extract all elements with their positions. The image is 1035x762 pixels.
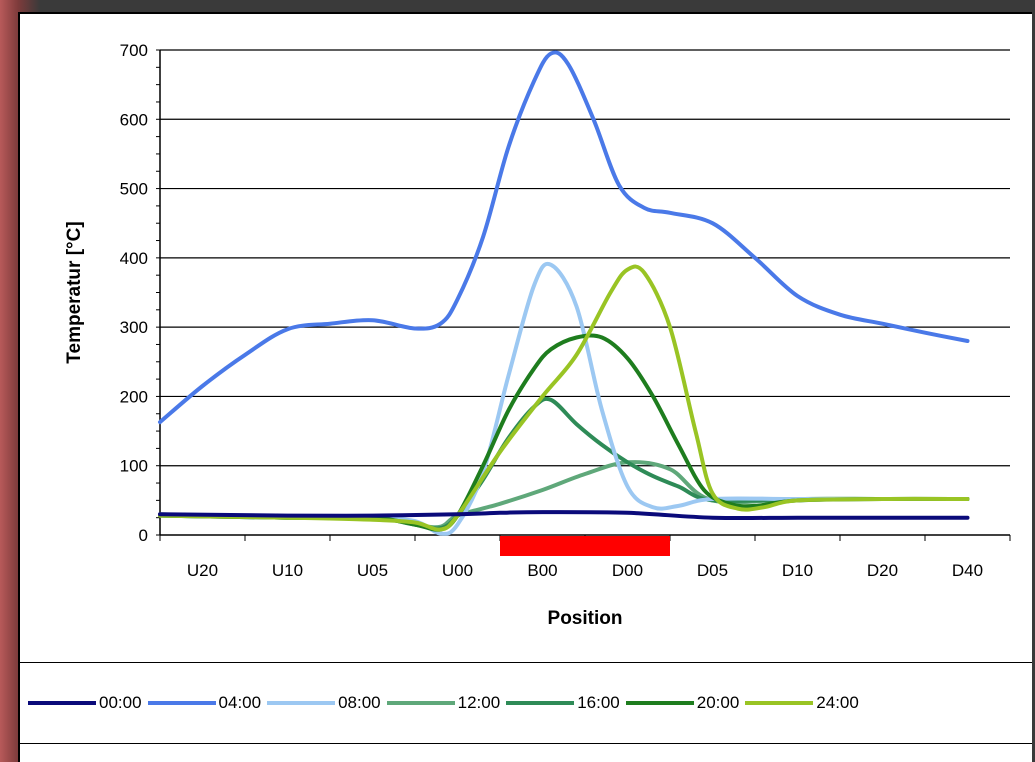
series-line-0400 [160, 52, 968, 422]
legend-label: 12:00 [458, 693, 501, 713]
series-line-0800 [160, 264, 968, 534]
series-line-1600 [160, 399, 968, 529]
legend-label: 00:00 [99, 693, 142, 713]
legend-item: 00:00 [28, 693, 142, 713]
x-tick-label-D20: D20 [867, 561, 898, 580]
legend-item: 16:00 [506, 693, 620, 713]
legend-item: 24:00 [745, 693, 859, 713]
legend-swatch [506, 701, 574, 705]
x-tick-label-D10: D10 [782, 561, 813, 580]
y-tick-label: 100 [120, 457, 148, 476]
y-axis-title: Temperatur [°C] [64, 221, 85, 363]
y-tick-label: 400 [120, 249, 148, 268]
y-tick-label: 0 [139, 526, 148, 545]
legend-label: 20:00 [697, 693, 740, 713]
legend-swatch [626, 701, 694, 705]
legend-label: 24:00 [816, 693, 859, 713]
x-tick-label-D40: D40 [952, 561, 983, 580]
legend-swatch [387, 701, 455, 705]
series-line-0000 [160, 512, 968, 518]
legend-item: 08:00 [267, 693, 381, 713]
legend-swatch [267, 701, 335, 705]
x-axis-title: Position [548, 608, 623, 629]
legend-label: 04:00 [219, 693, 262, 713]
legend-label: 08:00 [338, 693, 381, 713]
highlight-band [500, 536, 670, 556]
y-tick-label: 500 [120, 180, 148, 199]
x-tick-label-U00: U00 [442, 561, 473, 580]
legend-item: 20:00 [626, 693, 740, 713]
x-tick-label-U05: U05 [357, 561, 388, 580]
legend-swatch [745, 701, 813, 705]
y-tick-label: 600 [120, 110, 148, 129]
legend-swatch [28, 701, 96, 705]
y-tick-label: 700 [120, 41, 148, 60]
legend-label: 16:00 [577, 693, 620, 713]
x-tick-label-B00: B00 [527, 561, 557, 580]
legend-item: 04:00 [148, 693, 262, 713]
legend: 00:00 04:00 08:00 12:00 16:00 20:00 24:00 [20, 662, 1032, 744]
line-chart: 0 100 200 300 400 500 600 700 U20 U10 U05 U00 B00 D00… [20, 14, 1032, 660]
chart-frame: 0 100 200 300 400 500 600 700 U20 U10 U05 U00 B00 D00… [18, 12, 1032, 762]
legend-swatch [148, 701, 216, 705]
series-line-2400 [160, 267, 968, 530]
x-tick-label-D05: D05 [697, 561, 728, 580]
legend-item: 12:00 [387, 693, 501, 713]
y-tick-label: 200 [120, 387, 148, 406]
x-tick-label-U10: U10 [272, 561, 303, 580]
x-tick-label-D00: D00 [612, 561, 643, 580]
y-tick-label: 300 [120, 318, 148, 337]
x-tick-label-U20: U20 [187, 561, 218, 580]
